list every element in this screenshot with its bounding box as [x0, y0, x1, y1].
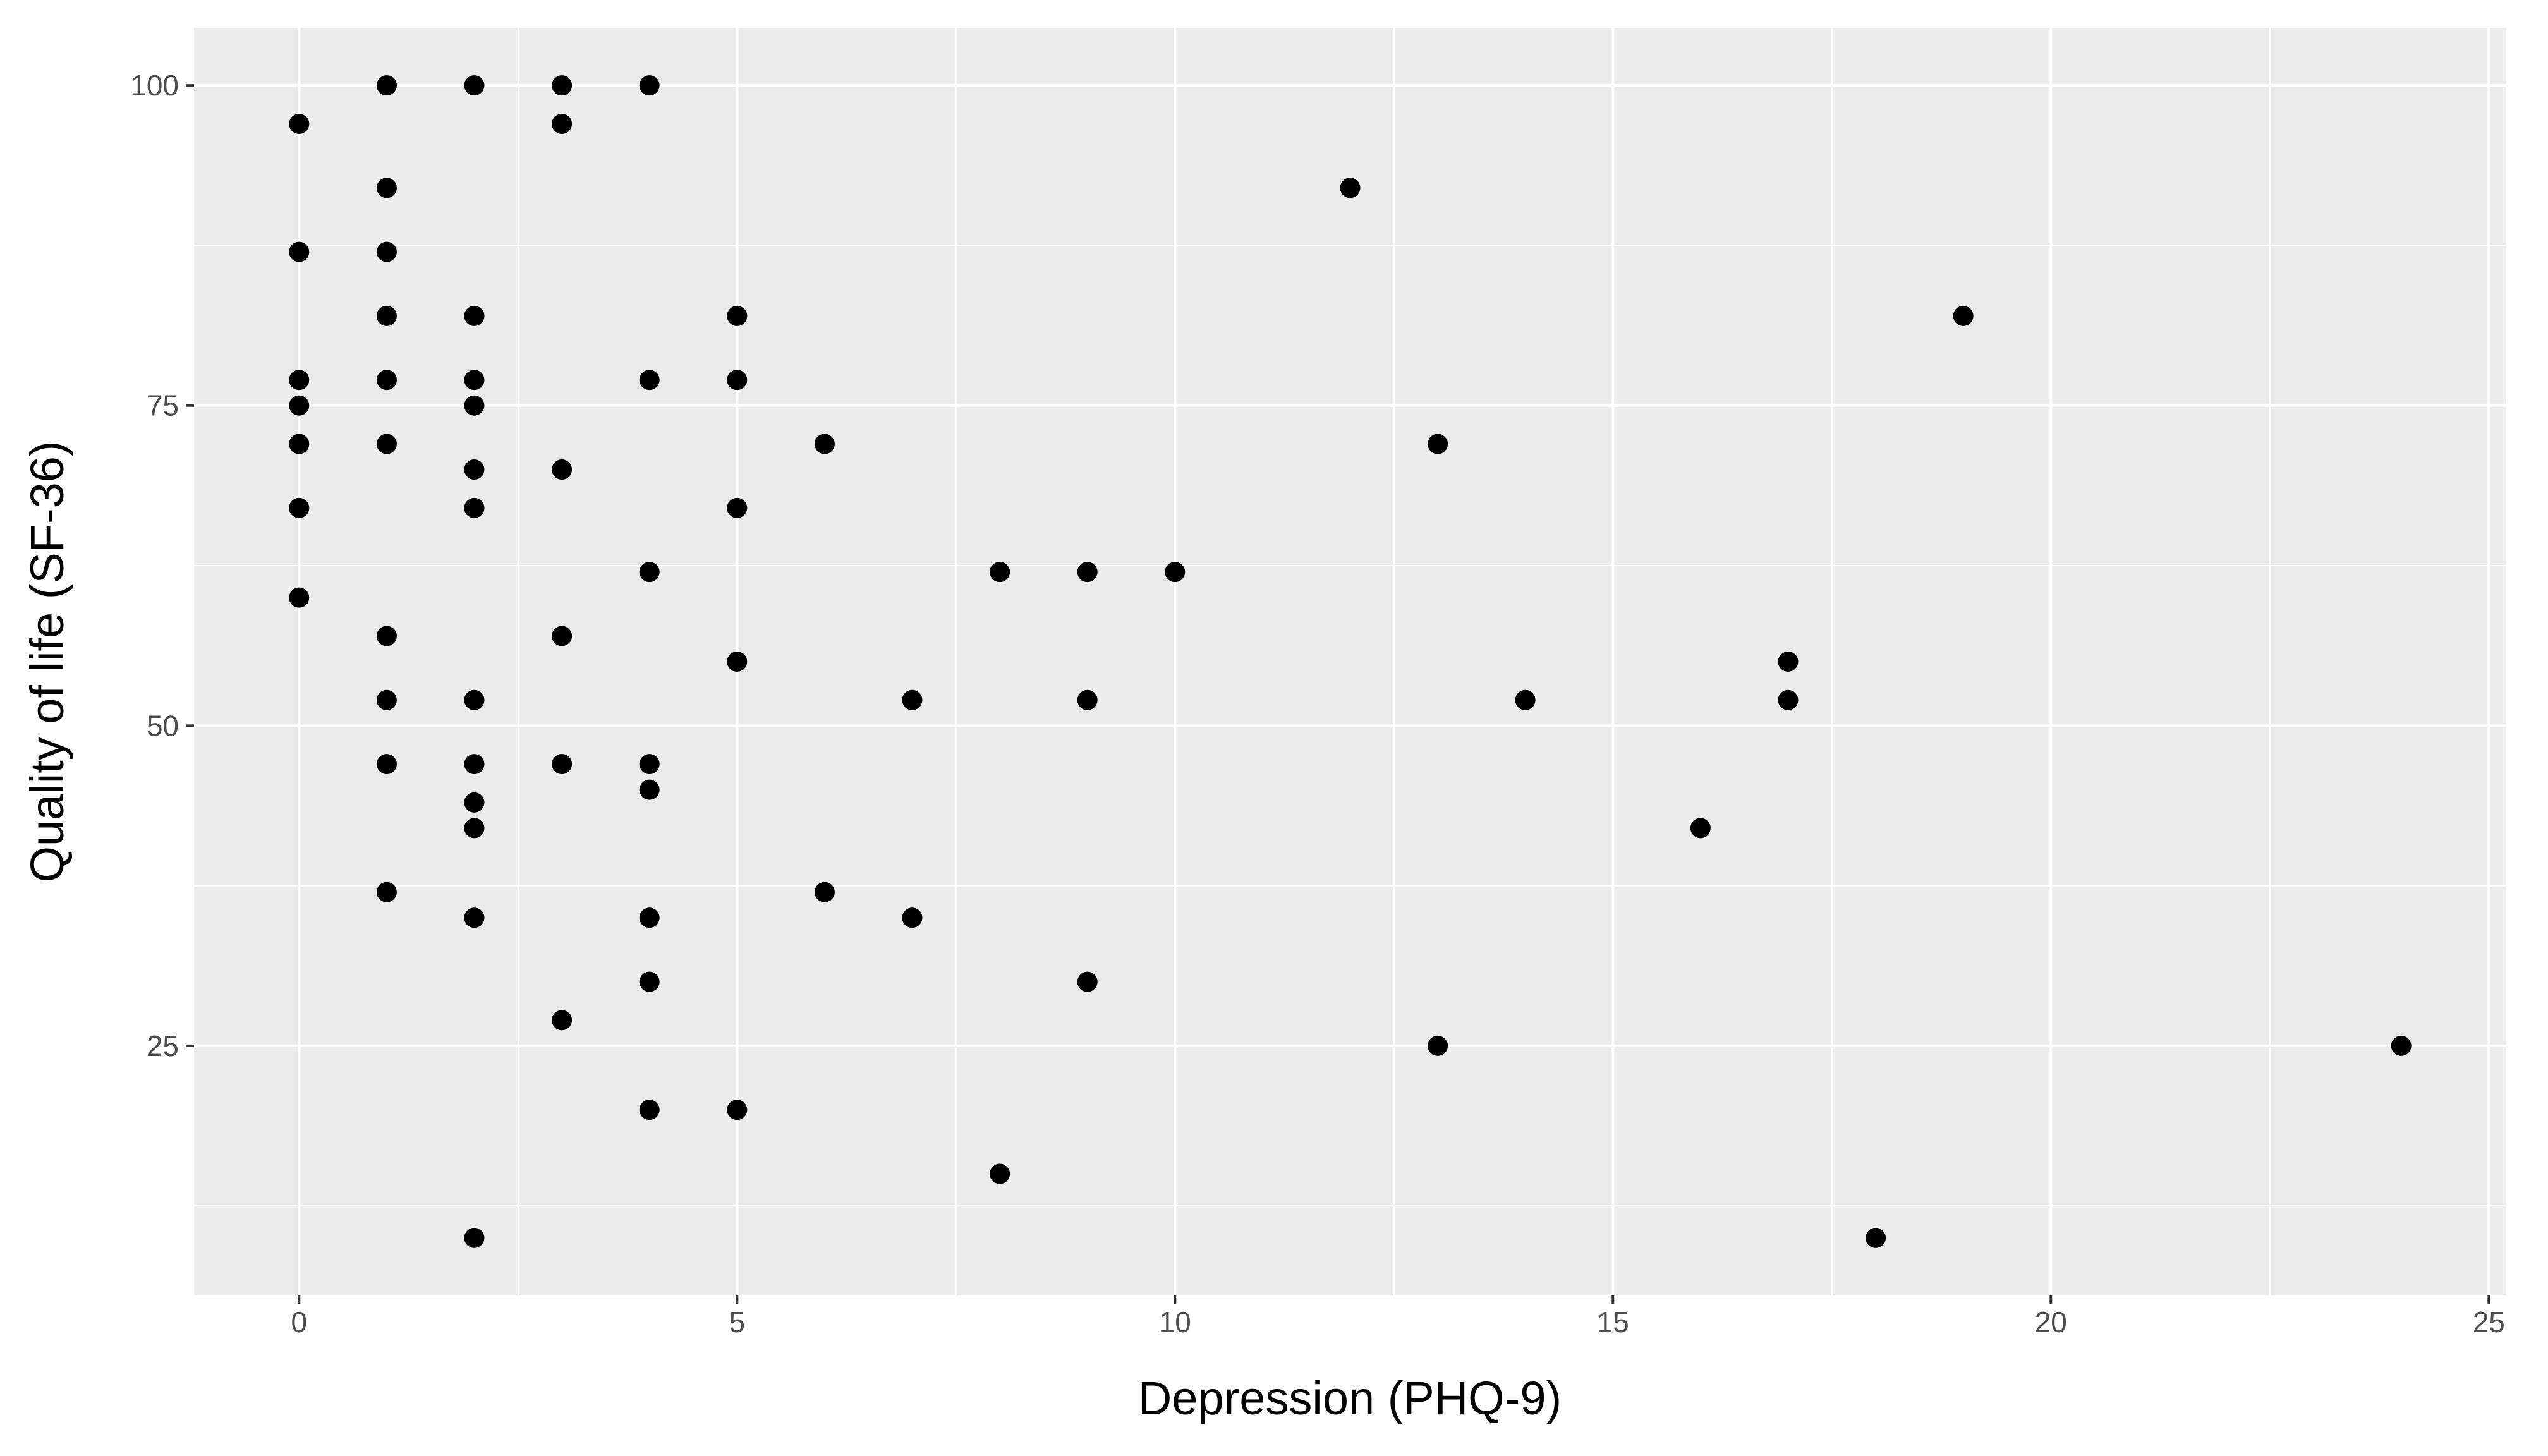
data-point [639, 779, 660, 800]
data-point [289, 370, 310, 391]
data-point [464, 75, 485, 96]
data-point [1428, 1035, 1448, 1056]
data-point [1515, 689, 1536, 710]
y-tick-label: 25 [147, 1029, 179, 1062]
x-axis: 0 5 10 15 20 25 [291, 1295, 2505, 1338]
data-point [1077, 562, 1098, 583]
data-point [1340, 178, 1361, 198]
data-point [552, 459, 573, 480]
data-point [464, 395, 485, 416]
major-gridlines [194, 28, 2506, 1295]
data-point [464, 754, 485, 775]
data-point [727, 652, 748, 672]
data-point [464, 792, 485, 813]
data-point [376, 178, 397, 198]
x-tick-label: 25 [2473, 1306, 2505, 1338]
data-point [639, 907, 660, 928]
data-point [464, 1227, 485, 1248]
data-point [990, 562, 1010, 583]
x-tick-label: 10 [1159, 1306, 1191, 1338]
data-point [289, 395, 310, 416]
data-point [464, 305, 485, 326]
data-point [376, 305, 397, 326]
x-tick-label: 0 [291, 1306, 308, 1338]
data-point [1077, 689, 1098, 710]
data-point [289, 113, 310, 134]
x-axis-title: Depression (PHQ-9) [1138, 1372, 1562, 1424]
y-axis: 25 50 75 100 [130, 69, 194, 1062]
data-point [639, 75, 660, 96]
data-point [639, 1100, 660, 1120]
data-point [639, 754, 660, 775]
data-point [1778, 652, 1799, 672]
y-axis-title: Quality of life (SF-36) [21, 440, 73, 882]
minor-gridlines [194, 28, 2506, 1295]
data-point [1428, 434, 1448, 454]
data-point [376, 689, 397, 710]
data-points [289, 75, 2412, 1248]
data-point [2391, 1035, 2412, 1056]
data-point [376, 434, 397, 454]
data-point [639, 971, 660, 992]
plot-panel [194, 28, 2506, 1295]
data-point [376, 882, 397, 902]
data-point [464, 459, 485, 480]
data-point [1953, 305, 1974, 326]
data-point [727, 370, 748, 391]
data-point [727, 305, 748, 326]
data-point [376, 370, 397, 391]
data-point [814, 434, 835, 454]
data-point [376, 626, 397, 646]
data-point [1077, 971, 1098, 992]
data-point [552, 75, 573, 96]
data-point [727, 1100, 748, 1120]
data-point [552, 626, 573, 646]
data-point [376, 241, 397, 262]
data-point [552, 1010, 573, 1031]
data-point [552, 754, 573, 775]
data-point [464, 818, 485, 839]
data-point [1165, 562, 1186, 583]
y-tick-label: 100 [130, 69, 179, 102]
data-point [289, 587, 310, 608]
data-point [639, 370, 660, 391]
data-point [376, 75, 397, 96]
data-point [1690, 818, 1711, 839]
data-point [464, 907, 485, 928]
x-tick-label: 20 [2035, 1306, 2067, 1338]
data-point [464, 689, 485, 710]
data-point [289, 434, 310, 454]
data-point [464, 370, 485, 391]
data-point [464, 497, 485, 518]
x-tick-label: 15 [1597, 1306, 1629, 1338]
data-point [289, 497, 310, 518]
y-tick-label: 75 [147, 389, 179, 422]
data-point [727, 497, 748, 518]
data-point [1866, 1227, 1886, 1248]
data-point [814, 882, 835, 902]
x-tick-label: 5 [729, 1306, 746, 1338]
data-point [902, 907, 923, 928]
data-point [902, 689, 923, 710]
data-point [552, 113, 573, 134]
data-point [639, 562, 660, 583]
y-tick-label: 50 [147, 709, 179, 742]
data-point [990, 1163, 1010, 1184]
data-point [376, 754, 397, 775]
data-point [289, 241, 310, 262]
data-point [1778, 689, 1799, 710]
